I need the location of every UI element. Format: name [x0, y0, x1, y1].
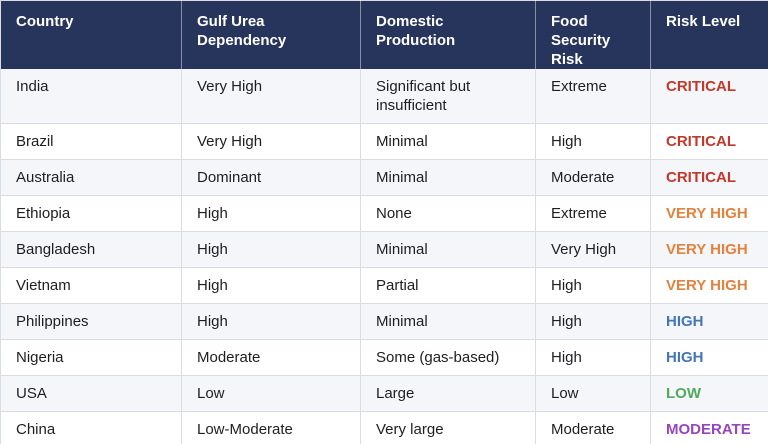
- cell-food-security-risk: Extreme: [535, 69, 651, 124]
- cell-domestic-production: Minimal: [360, 231, 536, 268]
- table-row: China Low-Moderate Very large Moderate M…: [0, 411, 768, 444]
- cell-risk-level: CRITICAL: [650, 159, 768, 196]
- cell-gulf-urea-dependency: High: [181, 195, 361, 232]
- cell-country: India: [0, 69, 182, 124]
- cell-food-security-risk: Moderate: [535, 411, 651, 444]
- cell-risk-level: HIGH: [650, 339, 768, 376]
- table-body: India Very High Significant but insuffic…: [0, 69, 768, 444]
- cell-country: Vietnam: [0, 267, 182, 304]
- table-row: Vietnam High Partial High VERY HIGH: [0, 267, 768, 304]
- header-row: Country Gulf Urea Dependency Domestic Pr…: [0, 0, 768, 69]
- cell-country: Nigeria: [0, 339, 182, 376]
- cell-risk-level: LOW: [650, 375, 768, 412]
- cell-gulf-urea-dependency: High: [181, 267, 361, 304]
- cell-gulf-urea-dependency: Very High: [181, 123, 361, 160]
- cell-risk-level: CRITICAL: [650, 69, 768, 124]
- cell-domestic-production: Minimal: [360, 123, 536, 160]
- cell-country: Ethiopia: [0, 195, 182, 232]
- cell-country: USA: [0, 375, 182, 412]
- cell-food-security-risk: Extreme: [535, 195, 651, 232]
- cell-country: Australia: [0, 159, 182, 196]
- cell-domestic-production: Minimal: [360, 303, 536, 340]
- cell-domestic-production: Very large: [360, 411, 536, 444]
- cell-gulf-urea-dependency: Low-Moderate: [181, 411, 361, 444]
- cell-domestic-production: Large: [360, 375, 536, 412]
- table-row: Nigeria Moderate Some (gas-based) High H…: [0, 339, 768, 376]
- cell-food-security-risk: Very High: [535, 231, 651, 268]
- cell-food-security-risk: High: [535, 267, 651, 304]
- cell-country: Brazil: [0, 123, 182, 160]
- cell-risk-level: HIGH: [650, 303, 768, 340]
- cell-domestic-production: Partial: [360, 267, 536, 304]
- cell-gulf-urea-dependency: High: [181, 303, 361, 340]
- cell-food-security-risk: High: [535, 123, 651, 160]
- table-row: Bangladesh High Minimal Very High VERY H…: [0, 231, 768, 268]
- table-row: Australia Dominant Minimal Moderate CRIT…: [0, 159, 768, 196]
- cell-gulf-urea-dependency: High: [181, 231, 361, 268]
- cell-food-security-risk: High: [535, 303, 651, 340]
- table-header: Country Gulf Urea Dependency Domestic Pr…: [0, 0, 768, 69]
- cell-gulf-urea-dependency: Moderate: [181, 339, 361, 376]
- table-row: USA Low Large Low LOW: [0, 375, 768, 412]
- cell-food-security-risk: High: [535, 339, 651, 376]
- cell-domestic-production: Some (gas-based): [360, 339, 536, 376]
- column-header-gulf-urea-dependency: Gulf Urea Dependency: [181, 0, 361, 69]
- cell-country: Philippines: [0, 303, 182, 340]
- cell-food-security-risk: Low: [535, 375, 651, 412]
- cell-gulf-urea-dependency: Dominant: [181, 159, 361, 196]
- column-header-food-security-risk: Food Security Risk: [535, 0, 651, 69]
- cell-country: China: [0, 411, 182, 444]
- cell-gulf-urea-dependency: Very High: [181, 69, 361, 124]
- table-row: Ethiopia High None Extreme VERY HIGH: [0, 195, 768, 232]
- table-row: Philippines High Minimal High HIGH: [0, 303, 768, 340]
- column-header-country: Country: [0, 0, 182, 69]
- cell-risk-level: CRITICAL: [650, 123, 768, 160]
- table-row: Brazil Very High Minimal High CRITICAL: [0, 123, 768, 160]
- cell-risk-level: VERY HIGH: [650, 267, 768, 304]
- cell-gulf-urea-dependency: Low: [181, 375, 361, 412]
- table-row: India Very High Significant but insuffic…: [0, 69, 768, 124]
- cell-risk-level: MODERATE: [650, 411, 768, 444]
- cell-food-security-risk: Moderate: [535, 159, 651, 196]
- column-header-domestic-production: Domestic Production: [360, 0, 536, 69]
- column-header-risk-level: Risk Level: [650, 0, 768, 69]
- cell-risk-level: VERY HIGH: [650, 195, 768, 232]
- cell-risk-level: VERY HIGH: [650, 231, 768, 268]
- cell-domestic-production: None: [360, 195, 536, 232]
- cell-country: Bangladesh: [0, 231, 182, 268]
- cell-domestic-production: Minimal: [360, 159, 536, 196]
- cell-domestic-production: Significant but insufficient: [360, 69, 536, 124]
